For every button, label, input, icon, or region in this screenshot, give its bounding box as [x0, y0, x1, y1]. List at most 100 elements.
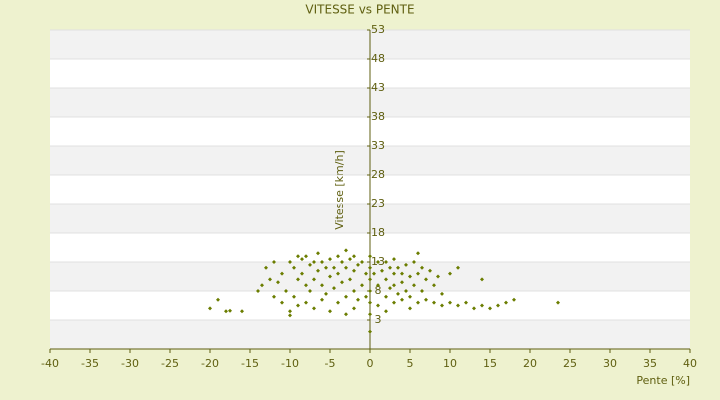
- point: [328, 257, 332, 262]
- point: [260, 283, 264, 288]
- point: [352, 268, 356, 273]
- point: [280, 300, 284, 305]
- point: [360, 260, 364, 264]
- point: [296, 254, 300, 259]
- point: [340, 260, 344, 264]
- point: [480, 303, 484, 308]
- point: [384, 260, 388, 264]
- point: [328, 274, 332, 279]
- x-tick-label: 20: [523, 357, 537, 370]
- point: [288, 260, 292, 264]
- point: [316, 268, 320, 273]
- point: [392, 283, 396, 288]
- point: [324, 265, 328, 270]
- point: [400, 297, 404, 302]
- point: [428, 268, 432, 273]
- point: [456, 265, 460, 270]
- point: [440, 291, 444, 296]
- point: [368, 329, 372, 334]
- point: [472, 306, 476, 311]
- point: [464, 300, 468, 305]
- point: [352, 306, 356, 311]
- point: [292, 294, 296, 299]
- point: [424, 297, 428, 302]
- x-tick-label: 40: [683, 357, 697, 370]
- chart-title: VITESSE vs PENTE: [305, 3, 414, 17]
- point: [376, 260, 380, 264]
- point: [392, 271, 396, 276]
- x-tick-label: -35: [81, 357, 99, 370]
- x-tick-label: 35: [643, 357, 657, 370]
- point: [372, 271, 376, 276]
- point: [268, 277, 272, 282]
- point: [224, 309, 228, 314]
- point: [392, 300, 396, 305]
- point: [264, 265, 268, 270]
- point: [328, 309, 332, 314]
- point: [440, 303, 444, 308]
- point: [368, 254, 372, 259]
- point: [364, 294, 368, 299]
- point: [288, 313, 292, 318]
- point: [276, 280, 280, 285]
- point: [456, 303, 460, 308]
- point: [348, 257, 352, 262]
- point: [300, 257, 304, 262]
- point: [376, 303, 380, 308]
- point: [320, 297, 324, 302]
- point: [300, 271, 304, 276]
- point: [496, 303, 500, 308]
- x-tick-label: -5: [325, 357, 336, 370]
- point: [348, 277, 352, 282]
- point: [412, 260, 416, 264]
- point: [208, 306, 212, 311]
- point: [360, 283, 364, 288]
- y-tick-label: 8: [375, 284, 382, 297]
- x-axis-title: Pente [%]: [636, 374, 690, 387]
- point: [388, 265, 392, 270]
- x-tick-label: 10: [443, 357, 457, 370]
- y-tick-label: 3: [375, 313, 382, 326]
- point: [324, 291, 328, 296]
- point: [272, 260, 276, 264]
- point: [404, 262, 408, 267]
- y-tick-label: 33: [371, 139, 385, 152]
- point: [416, 251, 420, 256]
- point: [448, 300, 452, 305]
- point: [272, 294, 276, 299]
- point: [436, 274, 440, 279]
- point: [384, 309, 388, 314]
- point: [228, 308, 232, 313]
- x-tick-label: -30: [121, 357, 139, 370]
- point: [296, 303, 300, 308]
- x-tick-label: -25: [161, 357, 179, 370]
- point: [352, 289, 356, 293]
- point: [392, 257, 396, 262]
- point: [368, 312, 372, 317]
- x-tick-label: 0: [367, 357, 374, 370]
- point: [308, 289, 312, 293]
- point: [308, 262, 312, 267]
- point: [336, 254, 340, 259]
- x-tick-label: 5: [407, 357, 414, 370]
- point: [424, 277, 428, 282]
- point: [396, 291, 400, 296]
- point: [408, 306, 412, 311]
- point: [344, 312, 348, 317]
- y-tick-label: 28: [371, 168, 385, 181]
- point: [376, 283, 380, 288]
- point: [400, 280, 404, 285]
- point: [368, 277, 372, 282]
- y-tick-label: 18: [371, 226, 385, 239]
- point: [356, 262, 360, 267]
- point: [412, 283, 416, 288]
- point: [280, 271, 284, 276]
- point: [448, 271, 452, 276]
- point: [312, 260, 316, 264]
- point: [316, 251, 320, 256]
- x-tick-label: -15: [241, 357, 259, 370]
- y-tick-label: 23: [371, 197, 385, 210]
- y-tick-label: 43: [371, 81, 385, 94]
- point: [420, 265, 424, 270]
